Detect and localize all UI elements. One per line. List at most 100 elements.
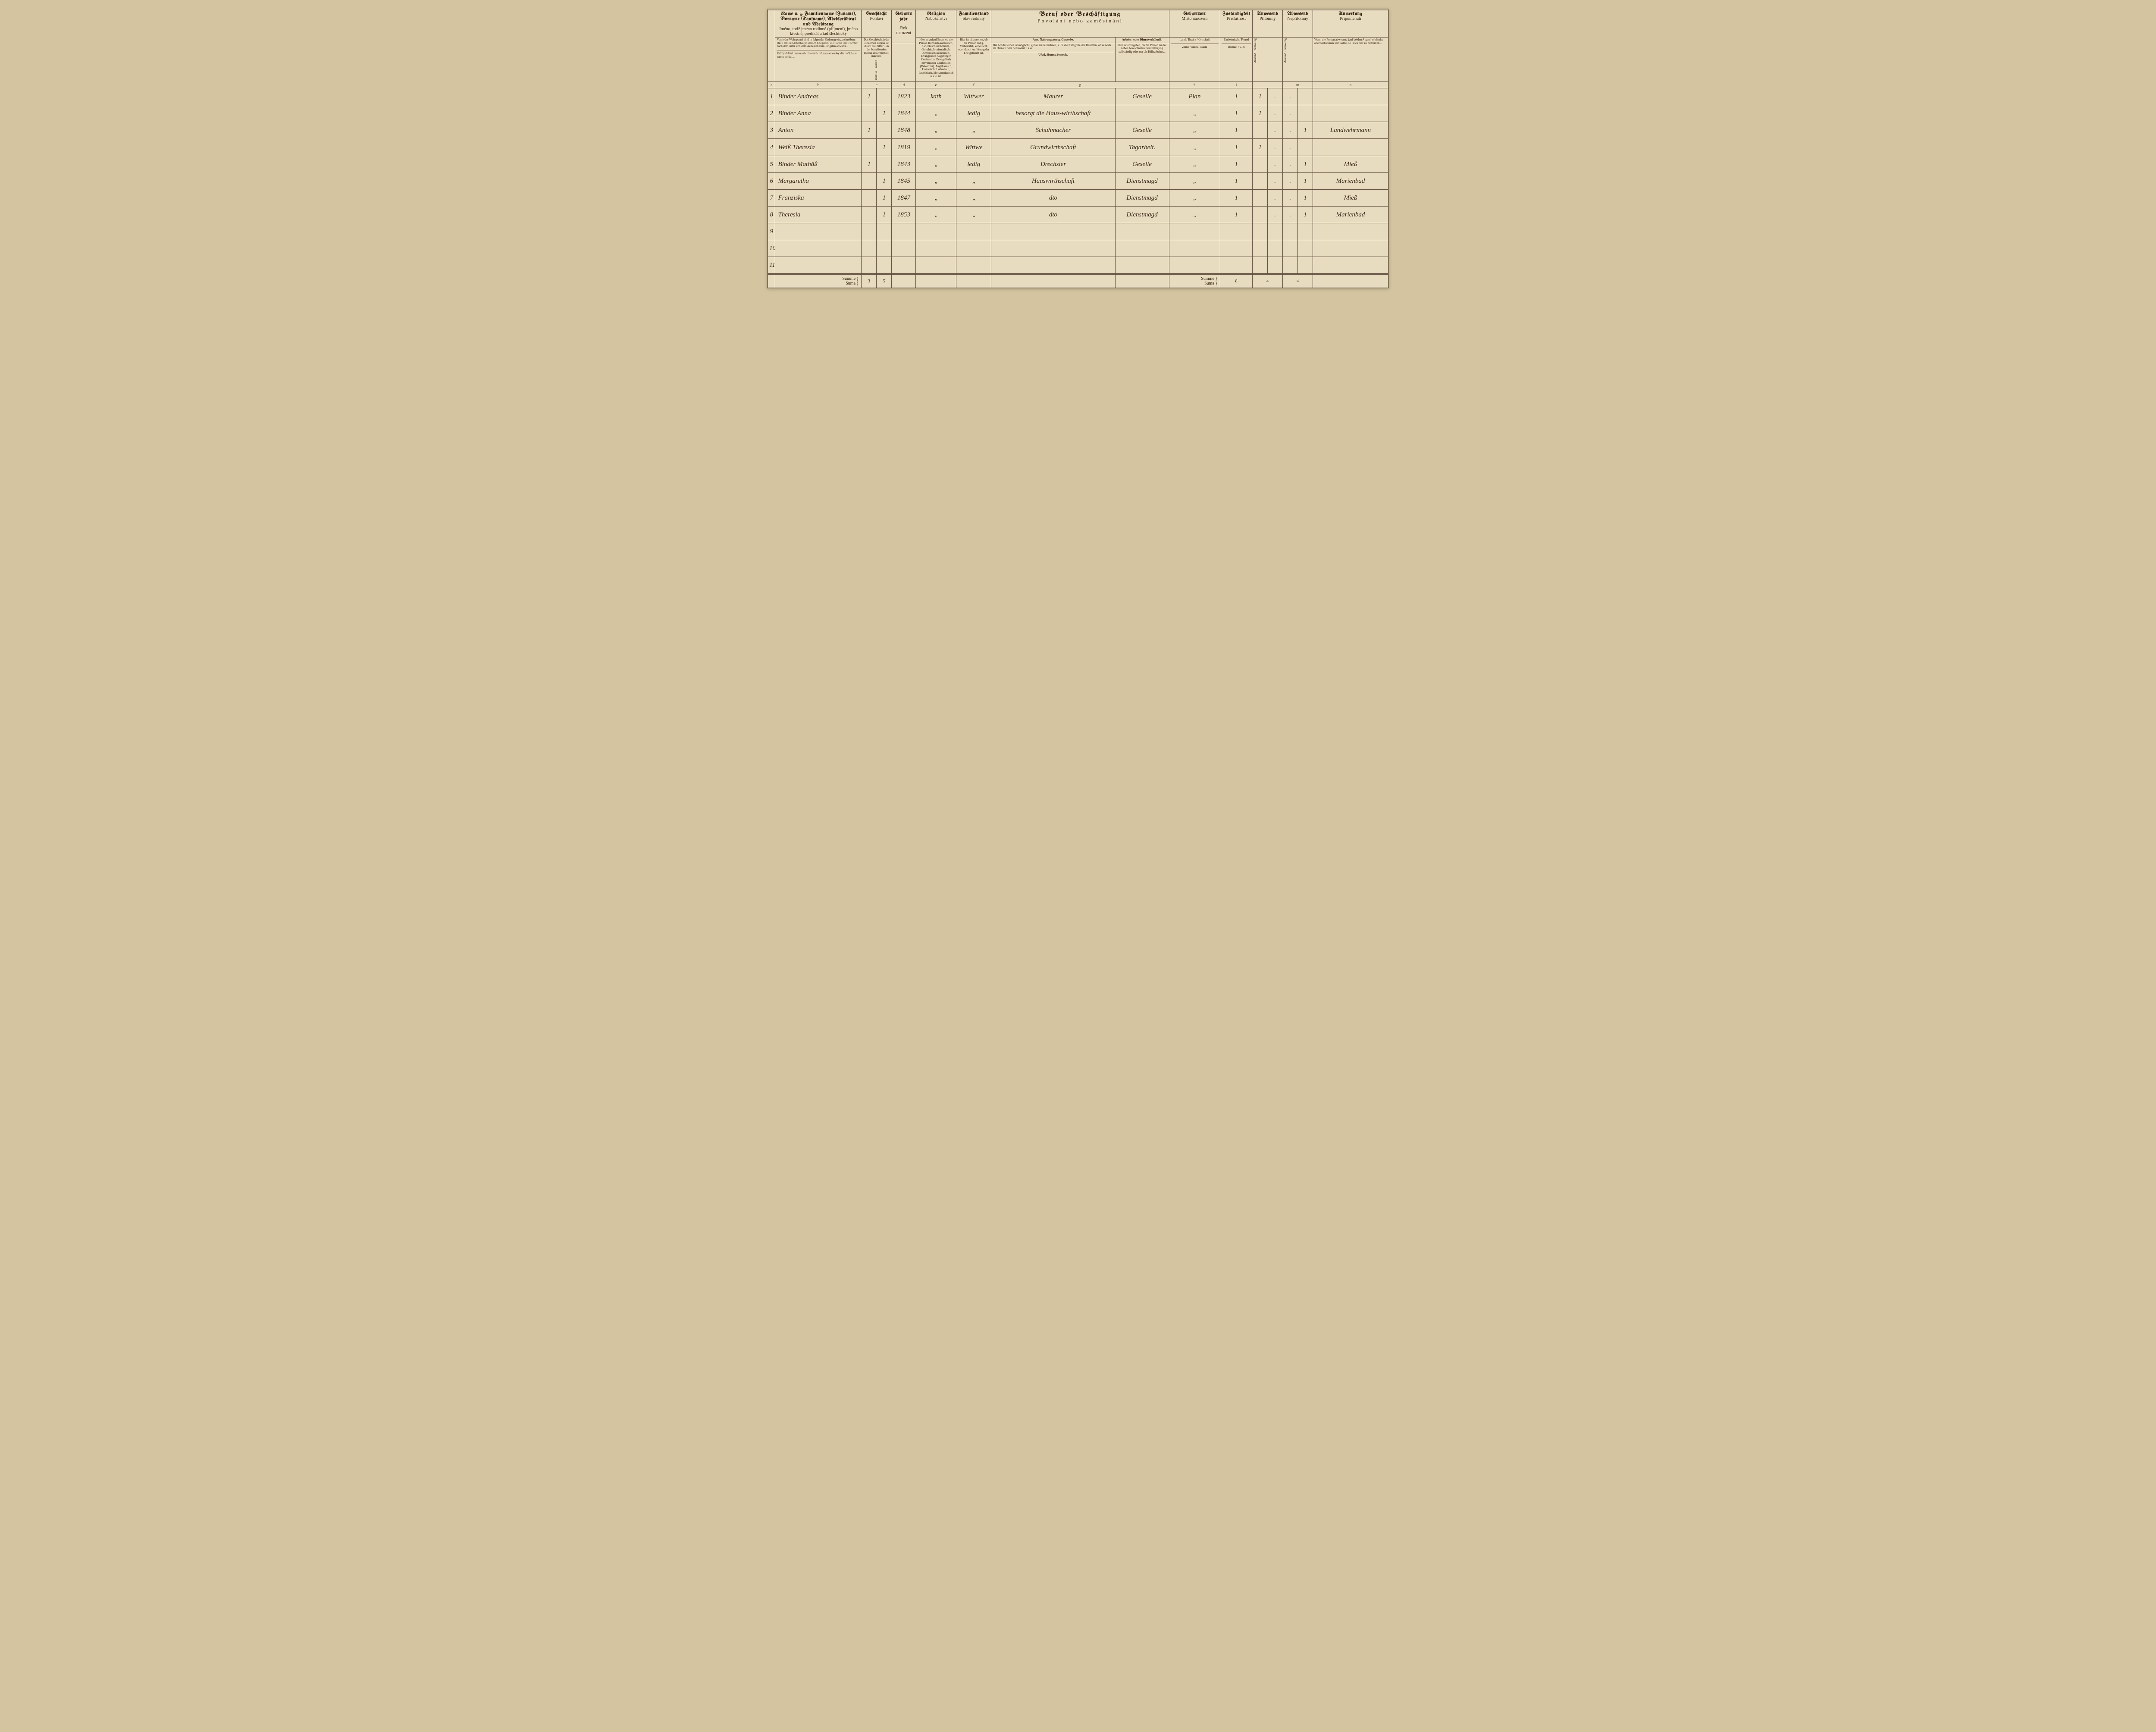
row-number: 5 — [768, 156, 775, 173]
col-absent-header: Abwesend Nepřítomný — [1283, 10, 1313, 38]
census-table: Name u. z. Familienname (Zuname), Vornam… — [768, 9, 1388, 288]
cell-present-1 — [1253, 156, 1268, 173]
cell-year: 1848 — [892, 122, 916, 139]
col-birthplace-header: Geburtsort Místo narození — [1169, 10, 1220, 38]
census-row: 5Binder Mathäß11843„ledigDrechslerGesell… — [768, 156, 1388, 173]
census-row-empty: 11 — [768, 257, 1388, 274]
family-instructions: Hier ist einzusehen, ob die Person ledig… — [956, 38, 991, 82]
cell-present-1 — [1253, 173, 1268, 190]
cell-jurisdiction: 1 — [1220, 88, 1253, 105]
occupation-sub1: Amt. Nahrungszweig. Gewerbe. — [991, 38, 1115, 43]
cell-present-2: . — [1268, 105, 1283, 122]
col-jurisdiction-header: Zuständigkeit Příslušnost — [1220, 10, 1253, 38]
col-family-header: Familienstand Stav rodinný — [956, 10, 991, 38]
cell-sex-f — [877, 122, 892, 139]
cell-year: 1823 — [892, 88, 916, 105]
cell-sex-m — [862, 190, 877, 207]
col-letter: e — [916, 82, 956, 88]
sum-absent: 4 — [1283, 274, 1313, 288]
birthplace-sub: Land / Bezirk / Ortschaft Země / okres /… — [1169, 38, 1220, 82]
cell-occupation: Maurer — [991, 88, 1115, 105]
census-row: 3 Anton11848„„SchuhmacherGeselle„1..1Lan… — [768, 122, 1388, 139]
row-number: 10 — [768, 240, 775, 257]
data-rows: 1Binder Andreas11823kathWittwerMaurerGes… — [768, 88, 1388, 274]
col-letter: m — [1283, 82, 1313, 88]
cell-work: Geselle — [1115, 156, 1169, 173]
col-birthyear-header: Geburts jahr Rok narození — [892, 10, 916, 43]
row-number: 11 — [768, 257, 775, 274]
sum-jurisdiction: 8 — [1220, 274, 1253, 288]
census-row-empty: 9 — [768, 223, 1388, 240]
census-form-page: Name u. z. Familienname (Zuname), Vornam… — [767, 9, 1389, 288]
cell-note: Mieß — [1313, 190, 1388, 207]
row-number: 9 — [768, 223, 775, 240]
row-number: 3 — [768, 122, 775, 139]
cell-note: Marienbad — [1313, 173, 1388, 190]
cell-absent-2: 1 — [1298, 173, 1313, 190]
cell-religion: „ — [916, 190, 956, 207]
row-number: 6 — [768, 173, 775, 190]
census-row: 8 Theresia11853„„dtoDienstmagd„1..1Marie… — [768, 207, 1388, 223]
cell-work: Dienstmagd — [1115, 190, 1169, 207]
cell-jurisdiction: 1 — [1220, 139, 1253, 156]
col-letter: f — [956, 82, 991, 88]
cell-present-2: . — [1268, 122, 1283, 139]
sex-instructions: Das Geschlecht jeder einzelnen Person is… — [862, 38, 892, 82]
cell-name: Binder Mathäß — [775, 156, 862, 173]
cell-birthplace: „ — [1169, 207, 1220, 223]
cell-jurisdiction: 1 — [1220, 190, 1253, 207]
cell-absent-1: . — [1283, 88, 1298, 105]
col-letter: b — [775, 82, 862, 88]
col-note-header: Anmerkung Připomenutí — [1313, 10, 1388, 38]
cell-absent-1: . — [1283, 173, 1298, 190]
cell-name: Theresia — [775, 207, 862, 223]
cell-absent-2: 1 — [1298, 156, 1313, 173]
cell-jurisdiction: 1 — [1220, 105, 1253, 122]
cell-present-1 — [1253, 207, 1268, 223]
col-letter: d — [892, 82, 916, 88]
cell-sex-m: 1 — [862, 122, 877, 139]
cell-note: Marienbad — [1313, 207, 1388, 223]
cell-jurisdiction: 1 — [1220, 207, 1253, 223]
cell-sex-f — [877, 156, 892, 173]
cell-absent-2: 1 — [1298, 190, 1313, 207]
absent-sub: dauernd · zeitweilig — [1283, 38, 1313, 82]
row-number: 4 — [768, 139, 775, 156]
cell-jurisdiction: 1 — [1220, 156, 1253, 173]
cell-religion: „ — [916, 173, 956, 190]
cell-note — [1313, 105, 1388, 122]
row-number: 1 — [768, 88, 775, 105]
religion-instructions: Hier ist aufzuführen, ob die Person Römi… — [916, 38, 956, 82]
cell-note: Landwehrmann — [1313, 122, 1388, 139]
cell-work: Dienstmagd — [1115, 173, 1169, 190]
birthyear-blank — [892, 43, 916, 82]
col-letter: i — [1220, 82, 1253, 88]
present-sub: dauernd · zeitweilig — [1253, 38, 1283, 82]
sum-present: 4 — [1253, 274, 1283, 288]
cell-present-1 — [1253, 190, 1268, 207]
jurisdiction-sub: Einheimisch / Fremd Domácí / Cizí — [1220, 38, 1253, 82]
cell-birthplace: „ — [1169, 190, 1220, 207]
cell-name: Weiß Theresia — [775, 139, 862, 156]
sum-label: Summe } Suma } — [775, 274, 862, 288]
cell-absent-1: . — [1283, 139, 1298, 156]
cell-occupation: dto — [991, 207, 1115, 223]
cell-year: 1843 — [892, 156, 916, 173]
cell-sex-m — [862, 173, 877, 190]
cell-absent-2 — [1298, 139, 1313, 156]
sum-female: 5 — [877, 274, 892, 288]
cell-birthplace: „ — [1169, 105, 1220, 122]
cell-religion: „ — [916, 122, 956, 139]
census-row: 6 Margaretha11845„„HauswirthschaftDienst… — [768, 173, 1388, 190]
cell-family: Wittwe — [956, 139, 991, 156]
col-name-header: Name u. z. Familienname (Zuname), Vornam… — [775, 10, 862, 38]
cell-religion: „ — [916, 139, 956, 156]
cell-name: Franziska — [775, 190, 862, 207]
col-occupation-header: Beruf oder Beschäftigung Povolání nebo z… — [991, 10, 1169, 38]
cell-family: „ — [956, 173, 991, 190]
occupation-sub2: Arbeits- oder Dienstverhältniß. — [1115, 38, 1169, 43]
work-instructions: Hier ist anzugeben, ob die Person an der… — [1115, 43, 1169, 82]
cell-absent-2: 1 — [1298, 122, 1313, 139]
cell-sex-f: 1 — [877, 139, 892, 156]
cell-present-2: . — [1268, 173, 1283, 190]
